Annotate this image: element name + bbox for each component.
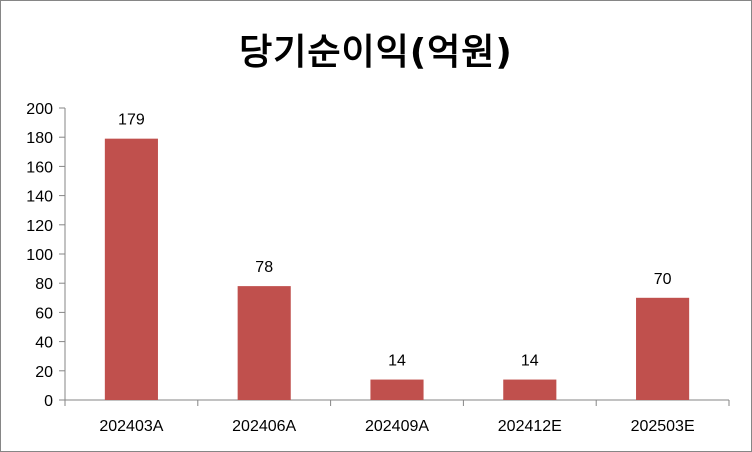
y-tick-label: 140	[26, 189, 53, 206]
y-tick-label: 200	[26, 101, 53, 118]
y-tick-label: 80	[35, 276, 53, 293]
y-tick-label: 0	[44, 393, 53, 410]
y-tick-label: 20	[35, 364, 53, 381]
x-tick-label: 202406A	[232, 418, 296, 435]
bar	[237, 286, 291, 400]
x-tick-label: 202412E	[498, 418, 562, 435]
y-tick-label: 180	[26, 130, 53, 147]
y-tick-label: 40	[35, 335, 53, 352]
x-tick-label: 202403A	[99, 418, 163, 435]
chart-title: 당기순이익(억원)	[239, 32, 513, 73]
labels: 179 202403A 78 202406A 14 202409A 14 202412E 70 2…	[99, 112, 694, 435]
data-label: 179	[118, 112, 145, 129]
x-tick-label: 202409A	[365, 418, 429, 435]
data-label: 14	[388, 353, 406, 370]
data-label: 78	[255, 259, 273, 276]
data-label: 14	[521, 353, 539, 370]
data-label: 70	[654, 271, 672, 288]
y-tick-label: 120	[26, 218, 53, 235]
bar	[636, 297, 690, 400]
bar	[104, 138, 158, 400]
bars	[104, 138, 690, 400]
bar	[503, 379, 557, 400]
y-tick-label: 160	[26, 159, 53, 176]
y-tick-label: 60	[35, 305, 53, 322]
y-tick-label: 100	[26, 247, 53, 264]
bar	[370, 379, 424, 400]
x-tick-label: 202503E	[631, 418, 695, 435]
